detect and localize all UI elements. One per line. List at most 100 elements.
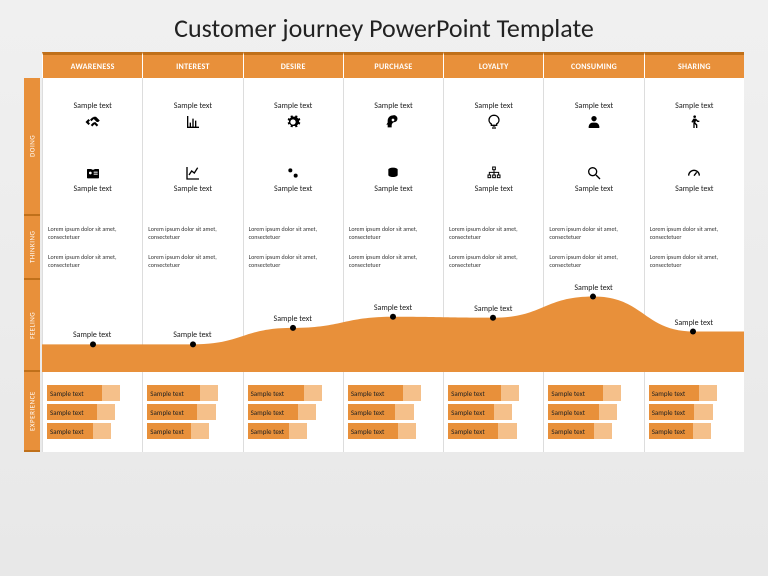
stage-header: AWARENESS [42,52,142,78]
row-labels: DOING THINKING FEELING EXPERIENCE [24,52,40,452]
experience-bar: Sample text [649,385,740,401]
experience-bar-label: Sample text [348,427,385,436]
thinking-text: Lorem ipsum dolor sit amet, consectetuer [549,254,638,270]
experience-bar-label: Sample text [248,427,285,436]
gears-icon [285,164,301,182]
doing-label: Sample text [575,184,613,194]
row-label-feeling: FEELING [24,280,40,372]
feeling-label: Sample text [474,304,512,314]
thinking-text: Lorem ipsum dolor sit amet, consectetuer [549,226,638,242]
thinking-row: Lorem ipsum dolor sit amet, consectetuer… [42,216,744,280]
feeling-label: Sample text [274,314,312,324]
stage-headers: AWARENESSINTERESTDESIREPURCHASELOYALTYCO… [42,52,744,78]
experience-bar: Sample text [548,423,639,439]
doing-label: Sample text [73,101,111,111]
experience-row: Sample textSample textSample textSample … [42,372,744,452]
doing-label: Sample text [374,184,412,194]
experience-cell: Sample text Sample text Sample text [142,372,242,452]
experience-bar-label: Sample text [548,427,585,436]
experience-bar: Sample text [47,404,138,420]
thinking-text: Lorem ipsum dolor sit amet, consectetuer [349,254,438,270]
experience-bar-label: Sample text [548,389,585,398]
experience-bar: Sample text [147,385,238,401]
person-icon [586,113,602,131]
thinking-text: Lorem ipsum dolor sit amet, consectetuer [449,254,538,270]
thinking-cell: Lorem ipsum dolor sit amet, consectetuer… [142,216,242,280]
thinking-text: Lorem ipsum dolor sit amet, consectetuer [650,254,739,270]
doing-label: Sample text [174,184,212,194]
experience-bar-label: Sample text [348,389,385,398]
experience-bar-label: Sample text [47,389,84,398]
thinking-cell: Lorem ipsum dolor sit amet, consectetuer… [443,216,543,280]
thinking-text: Lorem ipsum dolor sit amet, consectetuer [148,254,237,270]
doing-cell: Sample text Sample text [543,78,643,216]
coins-icon [385,164,401,182]
thinking-text: Lorem ipsum dolor sit amet, consectetuer [650,226,739,242]
experience-bar-label: Sample text [548,408,585,417]
experience-bar-label: Sample text [448,408,485,417]
feeling-row: Sample text Sample text Sample text Sample … [42,280,744,372]
doing-label: Sample text [374,101,412,111]
doing-label: Sample text [475,101,513,111]
row-label-doing: DOING [24,78,40,216]
experience-bar-label: Sample text [47,427,84,436]
row-label-experience: EXPERIENCE [24,372,40,452]
experience-bar-label: Sample text [348,408,385,417]
thinking-text: Lorem ipsum dolor sit amet, consectetuer [148,226,237,242]
experience-bar: Sample text [649,404,740,420]
doing-label: Sample text [675,101,713,111]
experience-bar: Sample text [548,404,639,420]
thinking-cell: Lorem ipsum dolor sit amet, consectetuer… [343,216,443,280]
doing-label: Sample text [575,101,613,111]
experience-bar: Sample text [448,423,539,439]
line-chart-icon [185,164,201,182]
experience-bar: Sample text [47,423,138,439]
thinking-text: Lorem ipsum dolor sit amet, consectetuer [449,226,538,242]
experience-bar: Sample text [448,385,539,401]
grid-body: AWARENESSINTERESTDESIREPURCHASELOYALTYCO… [42,52,744,452]
experience-cell: Sample text Sample text Sample text [543,372,643,452]
experience-bar-label: Sample text [147,408,184,417]
experience-bar-label: Sample text [448,389,485,398]
bar-chart-icon [185,113,201,131]
experience-bar-label: Sample text [248,408,285,417]
doing-label: Sample text [73,184,111,194]
feeling-label: Sample text [73,330,111,340]
doing-cell: Sample text Sample text [243,78,343,216]
experience-bar: Sample text [147,423,238,439]
feeling-label: Sample text [574,283,612,293]
experience-bar: Sample text [348,404,439,420]
stage-header: PURCHASE [343,52,443,78]
row-label-thinking: THINKING [24,216,40,280]
experience-bar: Sample text [248,385,339,401]
doing-label: Sample text [475,184,513,194]
experience-bar-label: Sample text [147,427,184,436]
org-icon [486,164,502,182]
stage-header: DESIRE [243,52,343,78]
feeling-label: Sample text [374,303,412,313]
feeling-label: Sample text [675,318,713,328]
experience-bar-label: Sample text [649,389,686,398]
experience-bar: Sample text [248,423,339,439]
doing-label: Sample text [274,101,312,111]
journey-grid: DOING THINKING FEELING EXPERIENCE AWAREN… [0,52,768,464]
experience-bar: Sample text [649,423,740,439]
doing-label: Sample text [675,184,713,194]
doing-cell: Sample text Sample text [644,78,744,216]
thinking-text: Lorem ipsum dolor sit amet, consectetuer [48,254,137,270]
id-card-icon [85,164,101,182]
thinking-text: Lorem ipsum dolor sit amet, consectetuer [349,226,438,242]
experience-bar-label: Sample text [147,389,184,398]
page-title: Customer journey PowerPoint Template [0,0,768,52]
feeling-label: Sample text [173,330,211,340]
experience-cell: Sample text Sample text Sample text [443,372,543,452]
experience-bar: Sample text [348,423,439,439]
stage-header: INTEREST [142,52,242,78]
doing-row: Sample textSample textSample textSample … [42,78,744,216]
thinking-cell: Lorem ipsum dolor sit amet, consectetuer… [42,216,142,280]
thinking-cell: Lorem ipsum dolor sit amet, consectetuer… [644,216,744,280]
stage-header: CONSUMING [543,52,643,78]
experience-bar: Sample text [448,404,539,420]
doing-cell: Sample text Sample text [443,78,543,216]
doing-label: Sample text [274,184,312,194]
